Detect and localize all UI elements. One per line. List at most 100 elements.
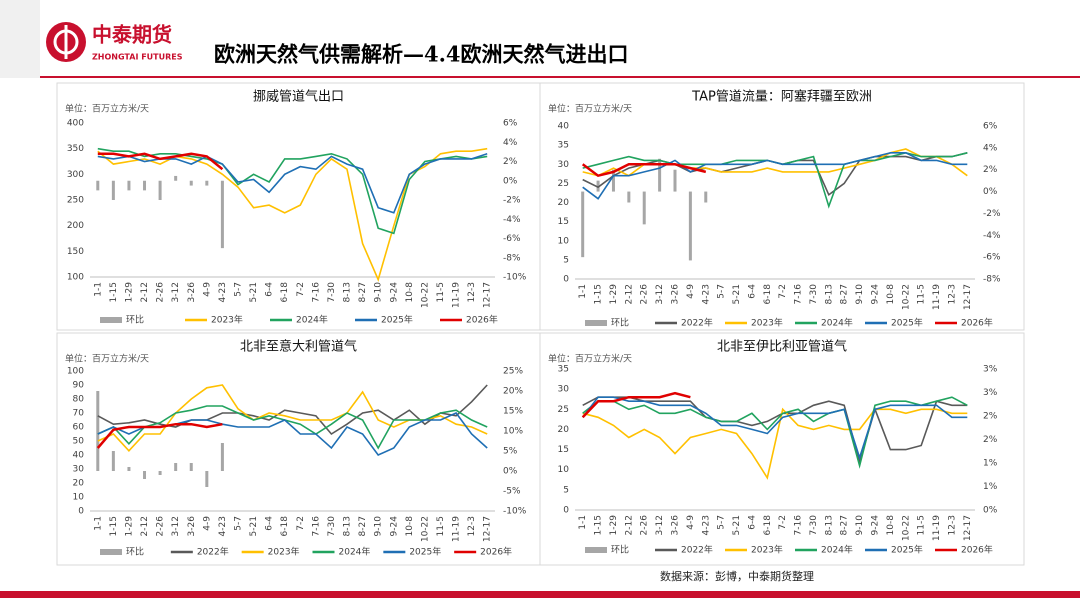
legend-label: 2023年 [211,314,243,326]
x-tick-label: 2-26 [640,284,650,305]
bar [158,180,162,200]
x-tick-label: 3-26 [187,282,197,303]
y-tick-label: 20 [73,479,85,489]
x-tick-label: 7-2 [778,284,788,299]
logo-bg [0,0,40,78]
x-tick-label: 4-23 [218,516,228,536]
x-tick-label: 3-12 [171,282,181,302]
y-tick-label: 40 [558,122,570,132]
x-tick-label: 11-5 [917,284,927,304]
bar [189,463,193,471]
x-tick-label: 8-27 [358,282,368,302]
y-tick-label: 20 [558,425,570,435]
bar [611,169,615,192]
legend-label: 2023年 [751,317,783,329]
bar [581,191,585,258]
legend-swatch [100,549,122,555]
x-tick-label: 11-5 [436,282,446,302]
y2-tick-label: 25% [503,367,523,377]
y2-tick-label: -6% [503,234,521,244]
unit-label: 单位：百万立方米/天 [65,353,149,365]
x-tick-label: 1-15 [109,516,119,536]
x-tick-label: 10-22 [420,516,430,542]
y2-tick-label: -6% [983,253,1001,263]
y-tick-label: 100 [67,367,84,377]
y2-tick-label: 0% [503,467,518,477]
x-tick-label: 12-17 [963,284,973,310]
slide-title: 欧洲天然气供需解析—4.4欧洲天然气进出口 [214,42,629,67]
x-tick-label: 8-13 [343,282,353,302]
x-tick-label: 7-30 [809,284,819,305]
y-tick-label: 15 [558,445,569,455]
x-tick-label: 7-30 [809,515,819,536]
y-tick-label: 10 [558,465,570,475]
x-tick-label: 12-3 [947,515,957,535]
y2-tick-label: -4% [983,231,1001,241]
y2-tick-label: 10% [503,427,523,437]
series-line [582,407,968,480]
bar [673,169,677,192]
x-tick-label: 11-19 [452,282,462,308]
x-tick-label: 11-19 [932,284,942,310]
y2-tick-label: 2% [983,435,998,445]
bar [596,180,600,192]
x-tick-label: 5-21 [249,516,259,536]
legend-label: 环比 [126,314,144,326]
x-tick-label: 6-4 [747,284,757,299]
y2-tick-label: 4% [503,138,518,148]
series-line [97,152,224,171]
legend-swatch [100,317,122,323]
y2-tick-label: 0% [983,187,998,197]
y2-tick-label: 4% [983,143,998,153]
x-tick-label: 11-5 [436,516,446,536]
y2-tick-label: 3% [983,388,998,398]
x-tick-label: 1-29 [124,282,134,303]
bar [127,467,131,471]
x-tick-label: 8-27 [840,284,850,304]
bar [174,463,178,471]
x-tick-label: 6-18 [763,284,773,305]
series-line [582,151,968,209]
x-tick-label: 12-3 [467,282,477,302]
y2-tick-label: 0% [503,176,518,186]
y-tick-label: 80 [73,395,85,405]
legend-label: 2022年 [681,544,713,556]
x-tick-label: 6-4 [265,516,275,531]
x-tick-label: 6-18 [280,282,290,303]
x-tick-label: 1-1 [578,515,588,530]
y2-tick-label: 2% [983,165,998,175]
x-tick-label: 4-9 [202,516,212,531]
x-tick-label: 6-4 [265,282,275,297]
x-tick-label: 11-19 [932,515,942,541]
x-tick-label: 8-27 [358,516,368,536]
x-tick-label: 11-19 [452,516,462,542]
x-tick-label: 9-10 [374,282,384,303]
y-tick-label: 200 [67,221,84,231]
x-tick-label: 12-17 [483,516,493,542]
x-tick-label: 7-16 [794,284,804,305]
bar [658,158,662,192]
bar [627,191,631,203]
chart-title: 北非至意大利管道气 [240,339,357,355]
bar [688,191,692,261]
bar [111,451,115,471]
y-tick-label: 0 [563,275,569,285]
x-tick-label: 3-12 [655,515,665,535]
x-tick-label: 2-12 [624,284,634,304]
x-tick-label: 1-29 [609,284,619,305]
unit-label: 单位：百万立方米/天 [548,353,632,365]
source: 数据来源：彭博，中泰期货整理 [660,569,814,583]
y-tick-label: 0 [78,507,84,517]
x-tick-label: 8-13 [824,515,834,535]
x-tick-label: 7-2 [296,516,306,531]
legend-label: 2026年 [466,314,498,326]
y-tick-label: 30 [558,385,570,395]
x-tick-label: 7-2 [778,515,788,530]
x-tick-label: 2-12 [624,515,634,535]
bar [96,391,100,471]
x-tick-label: 7-16 [794,515,804,536]
legend-swatch [585,547,607,553]
y-tick-label: 20 [558,198,570,208]
y2-tick-label: 2% [983,412,998,422]
x-tick-label: 10-8 [886,515,896,536]
